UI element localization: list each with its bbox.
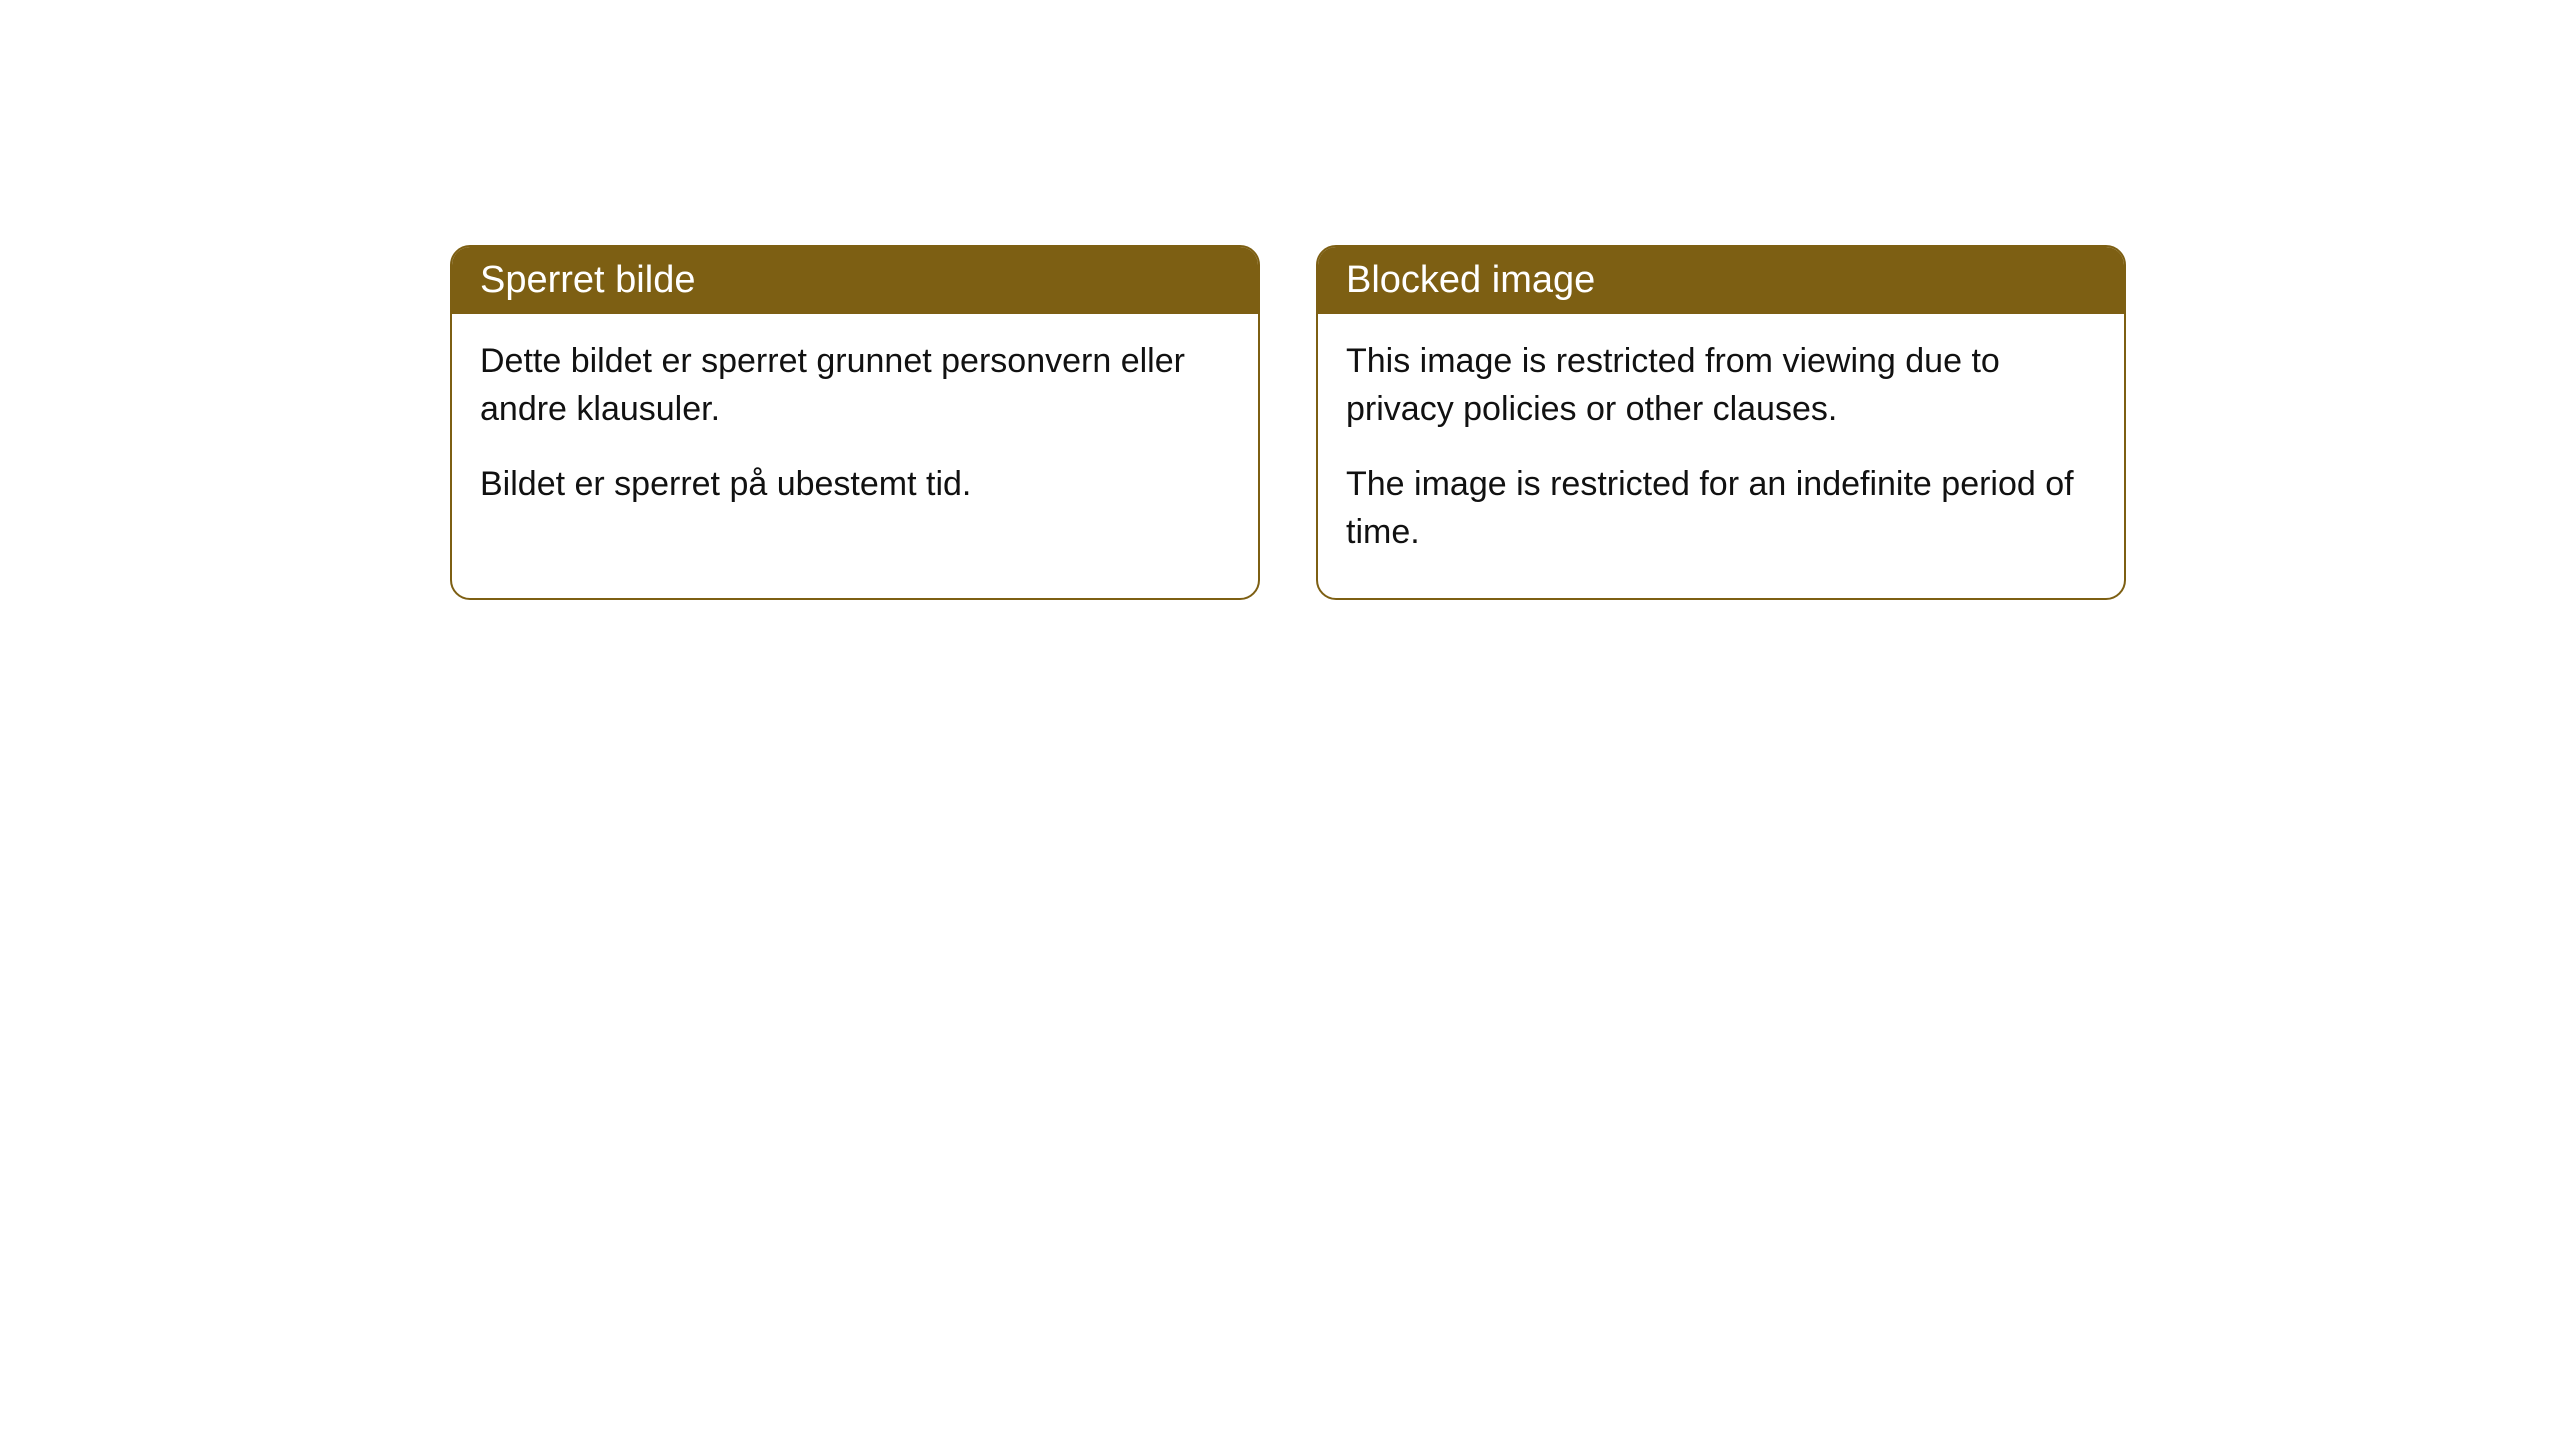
cards-container: Sperret bilde Dette bildet er sperret gr… bbox=[0, 0, 2560, 600]
card-paragraph-english-2: The image is restricted for an indefinit… bbox=[1346, 461, 2096, 556]
card-paragraph-norwegian-2: Bildet er sperret på ubestemt tid. bbox=[480, 461, 1230, 509]
card-body-norwegian: Dette bildet er sperret grunnet personve… bbox=[452, 314, 1258, 551]
card-body-english: This image is restricted from viewing du… bbox=[1318, 314, 2124, 598]
blocked-image-card-english: Blocked image This image is restricted f… bbox=[1316, 245, 2126, 600]
card-header-english: Blocked image bbox=[1318, 247, 2124, 314]
card-paragraph-norwegian-1: Dette bildet er sperret grunnet personve… bbox=[480, 338, 1230, 433]
card-paragraph-english-1: This image is restricted from viewing du… bbox=[1346, 338, 2096, 433]
card-header-norwegian: Sperret bilde bbox=[452, 247, 1258, 314]
blocked-image-card-norwegian: Sperret bilde Dette bildet er sperret gr… bbox=[450, 245, 1260, 600]
